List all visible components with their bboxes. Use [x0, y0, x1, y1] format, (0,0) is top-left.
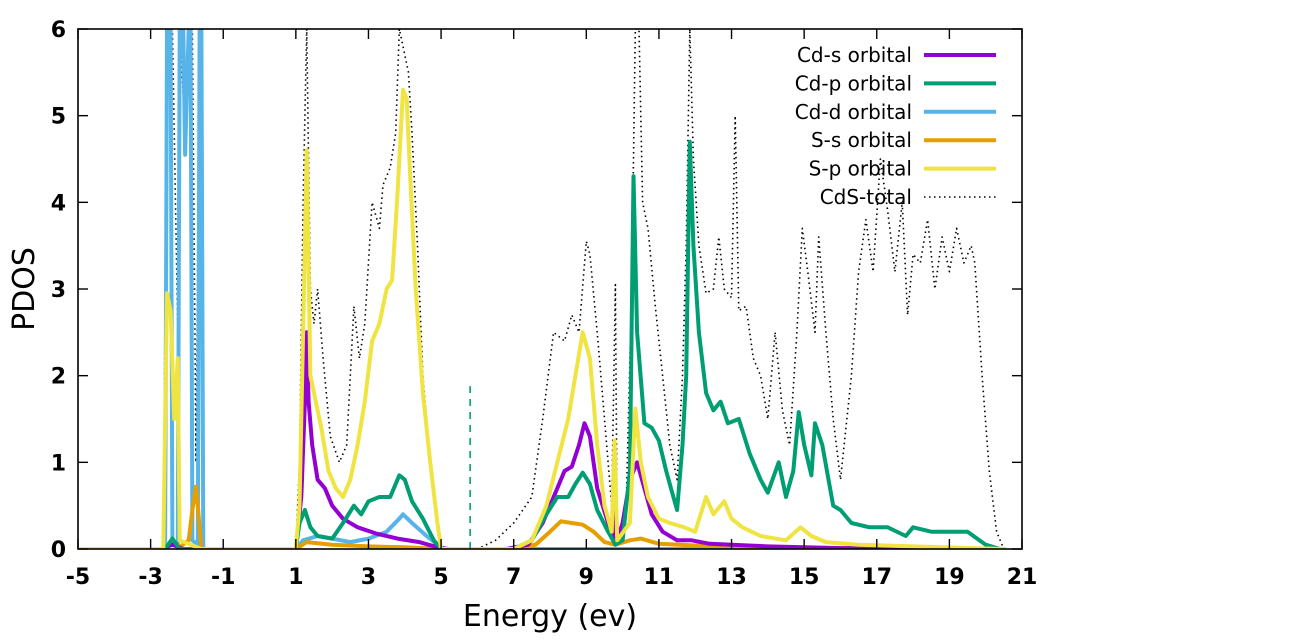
y-tick-label: 2: [51, 365, 66, 390]
x-tick-label: 3: [361, 565, 376, 590]
y-tick-label: 3: [51, 278, 66, 303]
legend-label-cds-total: CdS-total: [820, 185, 912, 209]
x-tick-label: 11: [644, 565, 675, 590]
x-tick-label: 15: [789, 565, 820, 590]
x-tick-label: -5: [66, 565, 90, 590]
y-axis-title: PDOS: [7, 247, 42, 331]
series-line-cd-s-orbital: [78, 330, 1006, 549]
y-tick-label: 5: [51, 105, 66, 130]
x-tick-label: 19: [934, 565, 965, 590]
series-line-cd-p-orbital: [78, 139, 1003, 549]
series-line-cds-total: [78, 29, 1005, 549]
x-tick-label: 17: [861, 565, 892, 590]
x-tick-label: 13: [716, 565, 747, 590]
series-line-s-p-orbital: [78, 87, 1006, 549]
x-tick-label: 7: [506, 565, 521, 590]
y-tick-label: 0: [51, 538, 66, 563]
y-tick-label: 6: [51, 18, 66, 43]
y-tick-label: 1: [51, 451, 66, 476]
x-tick-label: -1: [211, 565, 235, 590]
series-layer: [78, 29, 1006, 549]
x-tick-label: 5: [433, 565, 448, 590]
y-ticks: 0 1 2 3 4 5 6: [51, 18, 1022, 563]
y-tick-label: 4: [51, 191, 66, 216]
legend-label-cd-p-orbital: Cd-p orbital: [795, 71, 912, 95]
x-tick-label: 1: [288, 565, 303, 590]
x-axis-title: Energy (ev): [463, 599, 637, 634]
legend-label-cd-d-orbital: Cd-d orbital: [795, 100, 912, 124]
legend-label-s-p-orbital: S-p orbital: [809, 157, 912, 181]
legend: Cd-s orbital Cd-p orbital Cd-d orbital S-s …: [795, 43, 996, 209]
x-tick-label: 9: [579, 565, 594, 590]
x-ticks: -5 -3 -1 1 3 5 7 9 11 13 15 17 19 21: [66, 29, 1038, 590]
x-tick-label: 21: [1007, 565, 1038, 590]
legend-label-cd-s-orbital: Cd-s orbital: [797, 43, 912, 67]
x-tick-label: -3: [138, 565, 162, 590]
legend-label-s-s-orbital: S-s orbital: [811, 128, 912, 152]
